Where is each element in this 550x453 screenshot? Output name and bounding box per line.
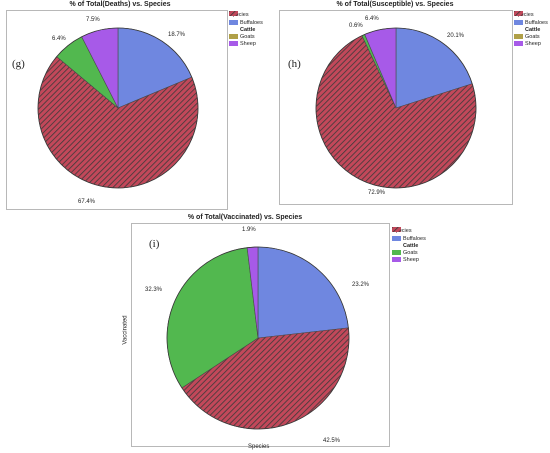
legend-label: Sheep (525, 40, 541, 47)
legend-label: Cattle (403, 242, 419, 249)
legend-item-goats: Goats (514, 33, 548, 40)
pct-label-cattle: 67.4% (78, 199, 96, 205)
pct-label-goats: 32.3% (145, 287, 163, 293)
legend-swatch (392, 257, 401, 262)
legend-label: Buffaloes (403, 235, 426, 242)
pct-label-cattle: 42.5% (323, 438, 341, 444)
legend-swatch (229, 20, 238, 25)
pct-label-sheep: 1.9% (242, 227, 256, 233)
legend-item-buffaloes: Buffaloes (229, 19, 263, 26)
pie-chart-i (166, 246, 350, 430)
legend-title: Species (514, 12, 534, 18)
pct-label-sheep: 7.5% (86, 17, 100, 23)
chart-g-panel-letter: (g) (12, 58, 25, 70)
chart-h-panel-letter: (h) (288, 58, 301, 70)
chart-i-panel-letter: (i) (149, 238, 160, 250)
legend-item-sheep: Sheep (229, 40, 263, 47)
legend-item-cattle: Cattle (229, 11, 263, 33)
legend-title: Species (392, 228, 412, 234)
legend-label: Goats (403, 249, 418, 256)
legend-item-sheep: Sheep (514, 40, 548, 47)
legend-swatch (514, 11, 523, 32)
legend-swatch (392, 236, 401, 241)
pie-outline (37, 27, 199, 189)
pct-label-buffaloes: 20.1% (447, 33, 465, 39)
pct-label-cattle: 72.9% (368, 190, 386, 196)
legend-label: Buffaloes (240, 19, 263, 26)
pct-label-buffaloes: 23.2% (352, 282, 370, 288)
legend-swatch (229, 34, 238, 39)
legend-item-buffaloes: Buffaloes (392, 235, 426, 242)
legend-label: Sheep (240, 40, 256, 47)
legend-item-buffaloes: Buffaloes (514, 19, 548, 26)
chart-i-title: % of Total(Vaccinated) vs. Species (187, 214, 303, 221)
legend-swatch (514, 34, 523, 39)
legend-label: Sheep (403, 256, 419, 263)
chart-g-legend: Species Buffaloes Cattle Goats Sheep (229, 11, 263, 47)
y-axis-label: Vaccinated (122, 315, 129, 345)
chart-h-title: % of Total(Susceptible) vs. Species (336, 1, 454, 8)
legend-item-goats: Goats (392, 249, 426, 256)
chart-h: % of Total(Susceptible) vs. Species (h) … (275, 0, 550, 215)
legend-label: Goats (525, 33, 540, 40)
legend-label: Cattle (525, 26, 541, 33)
legend-title: Species (229, 12, 249, 18)
legend-item-goats: Goats (229, 33, 263, 40)
legend-item-cattle: Cattle (514, 11, 548, 33)
legend-swatch (514, 20, 523, 25)
legend-label: Goats (240, 33, 255, 40)
legend-swatch (229, 11, 238, 32)
pie-outline (315, 27, 477, 189)
legend-item-cattle: Cattle (392, 227, 426, 249)
pie-slice-buffaloes (257, 246, 349, 339)
legend-swatch (392, 250, 401, 255)
legend-swatch (229, 41, 238, 46)
legend-item-sheep: Sheep (392, 256, 426, 263)
pct-label-goats: 0.6% (349, 23, 363, 29)
chart-i-legend: Species Buffaloes Cattle Goats Sheep (392, 227, 426, 263)
legend-label: Cattle (240, 26, 256, 33)
pie-chart-h (315, 27, 477, 189)
pct-label-goats: 6.4% (52, 36, 66, 42)
chart-g-title: % of Total(Deaths) vs. Species (69, 1, 171, 8)
chart-h-legend: Species Buffaloes Cattle Goats Sheep (514, 11, 548, 47)
x-axis-label: Species (248, 444, 270, 450)
pct-label-buffaloes: 18.7% (168, 32, 186, 38)
pie-chart-g (37, 27, 199, 189)
chart-g: % of Total(Deaths) vs. Species (g) Speci… (0, 0, 270, 215)
chart-i: % of Total(Vaccinated) vs. Species (i) S… (115, 210, 445, 453)
legend-swatch (514, 41, 523, 46)
pct-label-sheep: 6.4% (365, 16, 379, 22)
legend-swatch (392, 227, 401, 248)
legend-label: Buffaloes (525, 19, 548, 26)
pie-outline (166, 246, 350, 430)
